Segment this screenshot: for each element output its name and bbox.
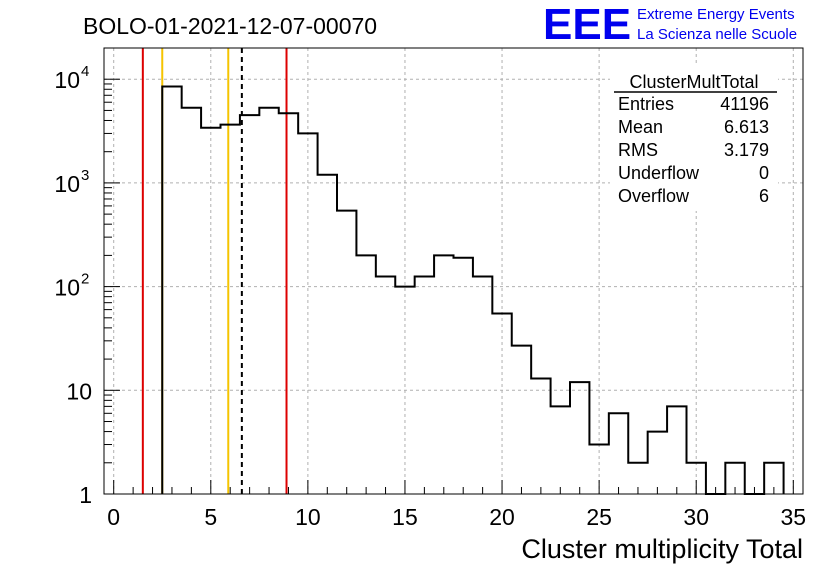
logo-subtitle-line1: Extreme Energy Events [637, 6, 795, 23]
histogram-bin [201, 128, 220, 494]
histogram-bin [221, 125, 240, 494]
stats-row-label: Overflow [618, 186, 690, 206]
stats-row-label: RMS [618, 140, 658, 160]
y-tick-exponent: 2 [81, 271, 89, 288]
logo-subtitle-line2: La Scienza nelle Scuole [637, 26, 797, 43]
histogram-bin [454, 258, 473, 494]
histogram-bin [473, 277, 492, 494]
histogram-bin [182, 108, 201, 494]
y-tick-label: 1 [79, 482, 92, 508]
histogram-bin [162, 87, 181, 494]
stats-row-value: 3.179 [724, 140, 769, 160]
y-tick-exponent: 4 [81, 63, 89, 80]
histogram-bin [570, 382, 589, 494]
histogram-bin [318, 175, 337, 494]
x-tick-label: 30 [683, 504, 709, 530]
histogram-bin [512, 346, 531, 494]
histogram-outline [161, 85, 785, 495]
y-tick-label: 10 [54, 275, 80, 301]
stats-row-value: 0 [759, 163, 769, 183]
stats-row-value: 6.613 [724, 117, 769, 137]
histogram-bin [395, 287, 414, 494]
x-tick-label: 35 [780, 504, 806, 530]
stats-box-background [610, 66, 778, 211]
y-tick-label: 10 [54, 67, 80, 93]
histogram-bin [609, 413, 628, 494]
histogram-bin [259, 108, 278, 494]
y-tick-label: 10 [66, 378, 92, 404]
eee-logo: EEE [543, 0, 631, 49]
stats-rows: Entries 41196 Mean 6.613 RMS 3.179 Underflow 0 O… [618, 94, 769, 206]
histogram-bin [376, 277, 395, 494]
x-axis: 0 5 10 15 20 25 30 35 [107, 480, 806, 530]
run-title: BOLO-01-2021-12-07-00070 [83, 13, 377, 39]
histogram-bin [279, 113, 298, 494]
stats-box: ClusterMultTotal Entries 41196 Mean 6.613 RM… [610, 66, 778, 211]
x-tick-label: 0 [107, 504, 120, 530]
stats-row-label: Mean [618, 117, 663, 137]
stats-row-value: 41196 [720, 94, 769, 114]
histogram-bin [551, 406, 570, 494]
histogram-bin [356, 255, 375, 494]
histogram-bin [298, 133, 317, 494]
stats-row-value: 6 [759, 186, 769, 206]
x-axis-title: Cluster multiplicity Total [521, 534, 803, 564]
histogram-bin [531, 378, 550, 494]
stats-row-label: Entries [618, 94, 674, 114]
plot-frame [103, 47, 804, 495]
x-tick-label: 15 [392, 504, 418, 530]
stats-title: ClusterMultTotal [629, 72, 758, 92]
histogram-bin [434, 255, 453, 494]
histogram-bin [415, 277, 434, 494]
histogram-bin [337, 211, 356, 494]
y-tick-label: 10 [54, 171, 80, 197]
x-tick-label: 20 [489, 504, 515, 530]
stats-row-label: Underflow [618, 163, 700, 183]
y-tick-exponent: 3 [81, 167, 89, 184]
x-tick-label: 5 [204, 504, 217, 530]
histogram-bin [667, 406, 686, 494]
histogram-bin [648, 432, 667, 494]
histogram-bin [240, 115, 259, 494]
x-tick-label: 10 [295, 504, 321, 530]
x-tick-label: 25 [586, 504, 612, 530]
histogram-bin [492, 314, 511, 494]
histogram-bars [161, 85, 785, 495]
